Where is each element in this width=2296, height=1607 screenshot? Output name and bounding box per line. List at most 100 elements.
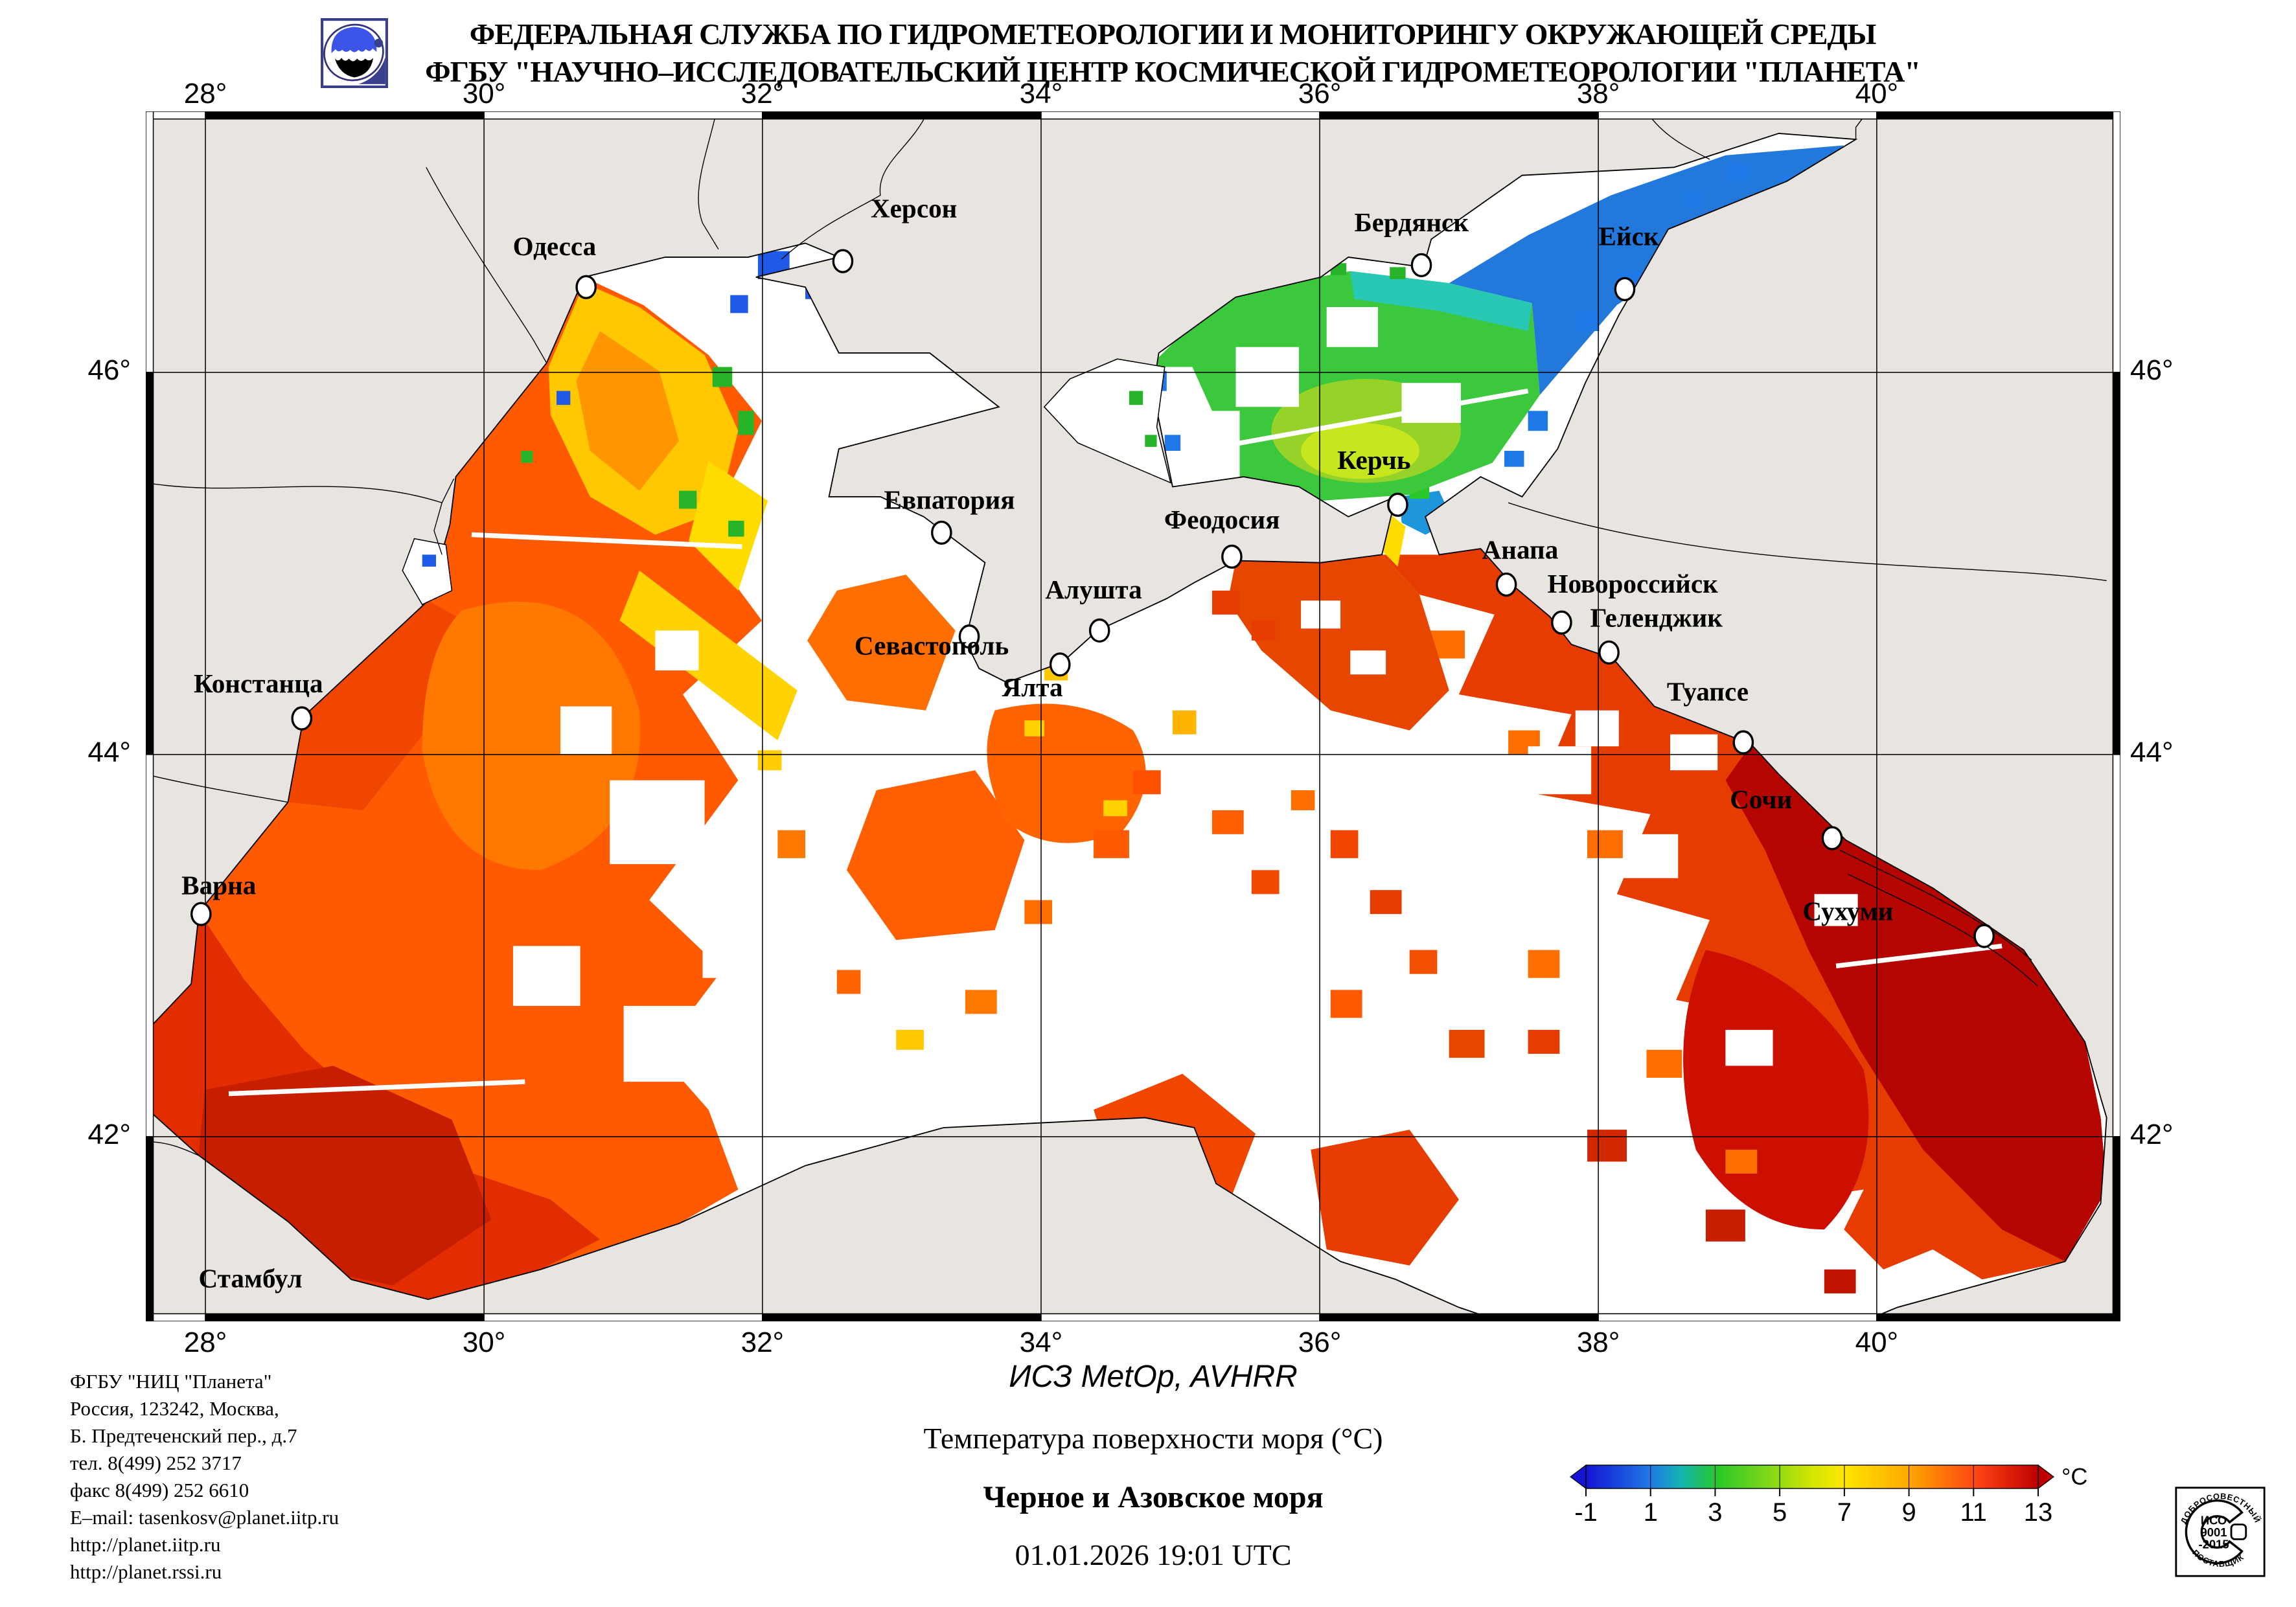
colorbar-right-arrow	[2038, 1464, 2054, 1490]
city-label: Геленджик	[1590, 602, 1723, 632]
city-label: Евпатория	[884, 484, 1015, 514]
colorbar-tick-label: 11	[1960, 1498, 1988, 1527]
city-label: Керчь	[1337, 445, 1410, 475]
lon-tick-label-bottom: 40°	[1855, 1327, 1899, 1358]
city-marker	[575, 275, 597, 299]
satellite-dot	[374, 38, 384, 48]
lat-tick-label-left: 46°	[87, 354, 131, 386]
corner-sail	[358, 57, 385, 84]
map-frame	[146, 111, 2120, 1321]
lon-tick-label-bottom: 32°	[740, 1327, 785, 1358]
lat-tick-label-right: 44°	[2130, 736, 2174, 768]
city-marker	[1614, 277, 1636, 301]
colorbar-gradient-bar	[1585, 1465, 2039, 1489]
city-label: Севастополь	[855, 630, 1009, 660]
contact-line: Б. Предтеченский пер., д.7	[70, 1424, 297, 1447]
city-label: Феодосия	[1164, 505, 1280, 534]
city-marker	[1598, 640, 1620, 665]
city-label: Варна	[181, 870, 256, 900]
region-title: Черное и Азовское моря	[983, 1480, 1324, 1514]
header-line-2: ФГБУ "НАУЧНО–ИССЛЕДОВАТЕЛЬСКИЙ ЦЕНТР КОС…	[425, 55, 1921, 88]
planeta-globe-icon	[321, 18, 388, 89]
contact-line: тел. 8(499) 252 3717	[70, 1452, 242, 1474]
city-marker	[1088, 618, 1110, 643]
sst-field	[146, 145, 2107, 1300]
city-label: Туапсе	[1667, 676, 1749, 706]
city-label: Новороссийск	[1547, 569, 1718, 598]
iso-stamp-svg: ДОБРОСОВЕСТНЫЙ ПОСТАВЩИК ИСО 9001 -2015	[2175, 1487, 2266, 1577]
scan-gap-streaks	[228, 388, 2003, 1097]
city-label: Бердянск	[1354, 207, 1469, 237]
stamp-c-ring	[2185, 1499, 2244, 1564]
contact-line: Россия, 123242, Москва,	[70, 1397, 279, 1420]
lon-tick-label-top: 38°	[1576, 78, 1620, 109]
lat-tick-label-right: 46°	[2130, 354, 2174, 386]
city-marker	[931, 520, 952, 545]
city-marker	[1973, 924, 1995, 948]
lon-tick-label-bottom: 34°	[1019, 1327, 1063, 1358]
colorbar-left-arrow	[1570, 1464, 1587, 1490]
city-label: Алушта	[1045, 575, 1142, 604]
city-label: Констанца	[194, 668, 323, 698]
lon-tick-label-top: 28°	[183, 78, 227, 109]
lat-tick-label-left: 42°	[87, 1118, 131, 1150]
stamp-c-notch	[2230, 1523, 2247, 1540]
graticule	[146, 111, 2120, 1321]
lat-tick-label-right: 42°	[2130, 1118, 2174, 1150]
city-label: Стамбул	[198, 1263, 302, 1293]
iso-9001-stamp: ДОБРОСОВЕСТНЫЙ ПОСТАВЩИК ИСО 9001 -2015	[2174, 1486, 2266, 1577]
colorbar-tick-label: 9	[1901, 1498, 1916, 1527]
contact-line: ФГБУ "НИЦ "Планета"	[70, 1370, 272, 1393]
header-line-1: ФЕДЕРАЛЬНАЯ СЛУЖБА ПО ГИДРОМЕТЕОРОЛОГИИ …	[469, 17, 1877, 51]
contact-line: E–mail: tasenkosv@planet.iitp.ru	[70, 1506, 339, 1529]
lon-tick-label-bottom: 28°	[183, 1327, 227, 1358]
stamp-9001: 9001	[2201, 1525, 2227, 1539]
coastline	[146, 132, 2107, 1321]
lagoons	[402, 358, 1172, 606]
city-label: Ялта	[1002, 672, 1063, 702]
planeta-logo	[321, 18, 388, 89]
colorbar-tick-label: 5	[1773, 1498, 1787, 1527]
colorbar-tick-label: -1	[1574, 1498, 1598, 1527]
globe-lower-hemisphere	[334, 58, 374, 78]
colorbar-svg: -1 1 3 5 7 9 11 13 °C	[1570, 1463, 2087, 1527]
contact-line: http://planet.iitp.ru	[70, 1533, 221, 1556]
contact-line: факс 8(499) 252 6610	[70, 1479, 249, 1501]
sst-map: Одесса Херсон Бердянск Ейск Керчь Евпатория Фе…	[146, 111, 2120, 1321]
colorbar-ticks: -1 1 3 5 7 9 11 13	[1574, 1465, 2052, 1527]
city-marker	[1410, 253, 1432, 278]
datetime-label: 01.01.2026 19:01 UTC	[1015, 1538, 1292, 1571]
city-marker	[1732, 730, 1754, 755]
city-label: Анапа	[1482, 534, 1559, 564]
colorbar-unit: °C	[2061, 1463, 2087, 1490]
colorbar-tick-label: 3	[1708, 1498, 1722, 1527]
lon-tick-label-bottom: 30°	[462, 1327, 506, 1358]
colorbar-tick-label: 13	[2024, 1498, 2053, 1527]
globe-upper-hemisphere	[331, 27, 377, 54]
lon-tick-label-top: 32°	[740, 78, 785, 109]
city-marker	[832, 249, 854, 273]
parameter-title: Температура поверхности моря (°C)	[923, 1422, 1383, 1455]
lon-tick-label-top: 40°	[1855, 78, 1899, 109]
lon-tick-label-top: 30°	[462, 78, 506, 109]
lon-tick-label-bottom: 38°	[1576, 1327, 1620, 1358]
city-marker	[190, 902, 212, 926]
city-marker	[1387, 492, 1408, 517]
city-marker	[291, 706, 313, 731]
city-label: Ейск	[1598, 221, 1659, 251]
city-marker	[1049, 652, 1071, 677]
stamp-iso: ИСО	[2201, 1514, 2227, 1527]
lon-tick-label-top: 34°	[1019, 78, 1063, 109]
lat-tick-label-left: 44°	[87, 736, 131, 768]
city-marker	[958, 624, 980, 649]
stamp-2015: -2015	[2198, 1538, 2229, 1551]
contact-line: http://planet.rssi.ru	[70, 1560, 222, 1583]
satellite-instrument-title: ИСЗ MetOp, AVHRR	[1009, 1360, 1298, 1394]
lon-tick-label-bottom: 36°	[1298, 1327, 1342, 1358]
lon-tick-label-top: 36°	[1298, 78, 1342, 109]
city-label: Херсон	[871, 193, 957, 223]
city-labels: Одесса Херсон Бердянск Ейск Керчь Евпатория Фе…	[181, 193, 1995, 1294]
city-label: Одесса	[513, 231, 597, 261]
map-area: Одесса Херсон Бердянск Ейск Керчь Евпатория Фе…	[146, 111, 2120, 1321]
